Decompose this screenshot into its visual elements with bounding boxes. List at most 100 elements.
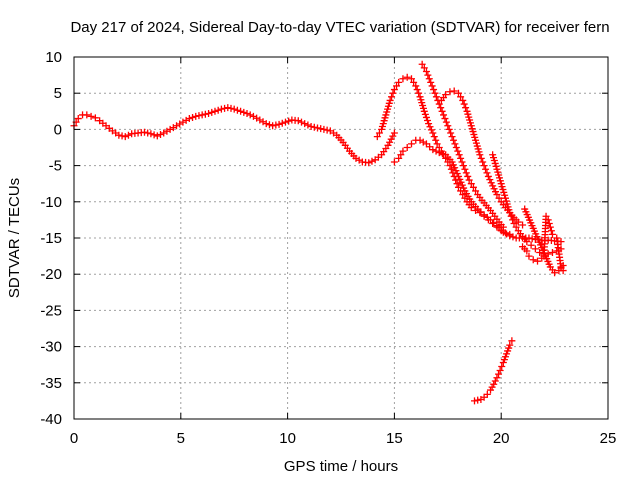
data-point [420,64,428,72]
data-point [388,93,396,101]
data-point [451,140,459,148]
data-point [528,235,536,243]
data-point [493,191,501,199]
data-point [525,234,533,242]
y-tick-label: 0 [54,121,62,138]
data-point [454,183,462,191]
data-point [140,128,148,136]
data-point [491,377,499,385]
data-point [519,221,527,229]
data-point [294,117,302,125]
series-isolated-points [521,205,567,277]
data-point [310,123,318,131]
data-point [476,209,484,217]
data-point [459,162,467,170]
data-point [484,172,492,180]
data-point [297,118,305,126]
data-point [432,93,440,101]
data-point [446,162,454,170]
data-point [514,218,522,226]
data-point [479,158,487,166]
data-point [452,144,460,151]
data-point [426,123,434,131]
data-point [467,204,475,212]
data-point [157,130,165,138]
data-point [211,107,219,115]
y-tick-label: -15 [40,230,62,247]
data-point [510,220,518,228]
data-point [449,169,457,177]
data-point [525,252,533,260]
data-point [471,397,478,405]
data-point [437,104,445,112]
data-point [453,180,461,188]
data-point [422,67,430,75]
data-point [501,229,509,237]
data-point [459,191,467,199]
data-point [476,151,484,159]
y-tick-label: 5 [54,85,62,102]
data-point [418,60,426,68]
data-point [237,107,245,115]
data-point [399,147,407,155]
data-point [407,75,415,83]
data-point [217,105,225,113]
data-point [499,223,507,231]
y-tick-label: -30 [40,339,62,356]
data-point [373,133,381,141]
y-tick-label: -10 [40,194,62,211]
data-point [462,169,470,177]
data-point [508,337,516,345]
data-point [233,106,241,114]
data-point [438,107,446,115]
data-point [433,140,441,148]
data-point [430,133,438,141]
data-point [208,108,216,116]
data-point [435,144,443,151]
data-point [442,118,450,126]
data-point [496,366,504,374]
data-point [493,223,501,231]
data-point [548,248,556,256]
series-branch-e [489,151,565,258]
data-point [459,96,467,104]
data-point [246,111,254,119]
data-point [480,162,488,170]
data-point [387,135,395,143]
data-point [192,112,200,120]
data-point [150,131,158,139]
data-point [454,89,462,97]
data-point [455,151,463,159]
data-point [224,104,232,112]
data-point [390,129,398,137]
data-point [472,206,480,214]
data-point [74,115,82,123]
x-axis-label: GPS time / hours [284,458,398,475]
data-point [304,121,312,129]
series-branch-c [418,60,507,231]
data-point [529,256,537,264]
data-point [384,141,392,149]
data-point [509,216,517,224]
data-point [480,212,488,220]
data-point [386,96,394,104]
data-point [544,216,552,224]
y-tick-label: -25 [40,302,62,319]
data-point [403,73,411,81]
data-point [545,220,553,228]
data-point [87,112,95,120]
data-point [546,223,554,231]
data-point [121,133,129,141]
data-point [490,380,498,388]
data-point [201,110,209,118]
data-point [395,78,403,86]
data-point [548,230,556,238]
data-point [240,108,248,116]
data-point [421,110,429,118]
data-point [431,89,439,97]
data-point [506,209,514,217]
data-point [314,124,322,132]
data-point [323,126,331,134]
data-point [83,111,91,119]
data-point [185,115,193,123]
